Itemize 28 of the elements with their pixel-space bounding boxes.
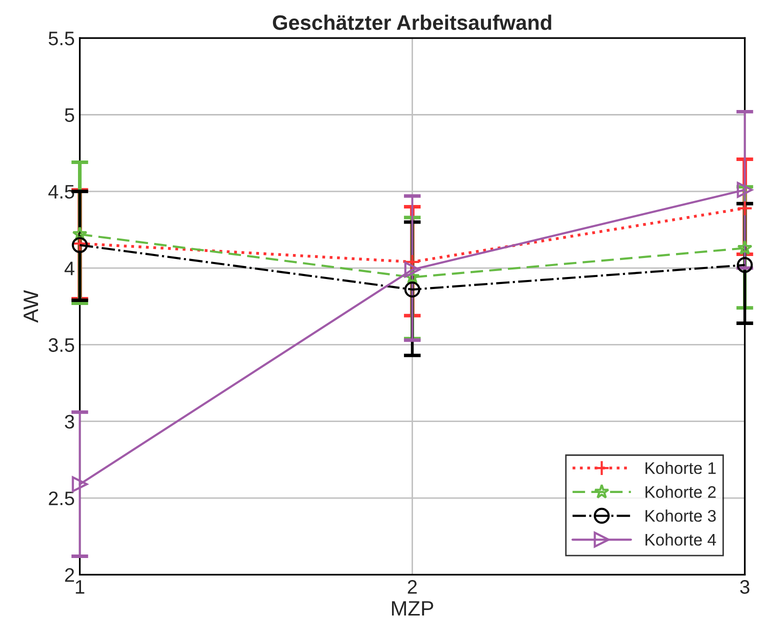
x-tick-label: 1 bbox=[76, 580, 84, 594]
x-tick-label: 3 bbox=[740, 580, 750, 594]
point bbox=[72, 226, 88, 241]
y-tick-label: 3.5 bbox=[48, 338, 74, 352]
point bbox=[736, 257, 753, 273]
y-tick-label: 5.5 bbox=[48, 32, 74, 46]
point bbox=[736, 200, 753, 216]
point bbox=[404, 269, 420, 284]
chart-title: Geschätzter Arbeitsaufwand bbox=[272, 14, 552, 30]
y-tick-label: 2 bbox=[65, 568, 74, 582]
legend-label: Kohorte 1 bbox=[646, 462, 716, 474]
y-tick-label: 4.5 bbox=[48, 185, 74, 199]
y-tick-label: 4 bbox=[64, 262, 74, 276]
legend-label: Kohorte 3 bbox=[646, 510, 716, 522]
point bbox=[404, 262, 420, 278]
point bbox=[72, 476, 88, 492]
y-tick-label: 5 bbox=[64, 108, 74, 122]
point bbox=[404, 282, 420, 298]
y-tick-label: 2.5 bbox=[48, 491, 74, 506]
legend-label: Kohorte 4 bbox=[646, 533, 716, 546]
legend-label: Kohorte 2 bbox=[646, 486, 716, 498]
x-axis-title: MZP bbox=[392, 601, 434, 616]
point bbox=[736, 182, 753, 198]
point bbox=[737, 240, 752, 255]
point bbox=[404, 254, 420, 270]
y-axis-title: AW bbox=[24, 290, 38, 323]
x-tick-label: 2 bbox=[408, 580, 417, 594]
y-tick-label: 3 bbox=[64, 414, 74, 429]
